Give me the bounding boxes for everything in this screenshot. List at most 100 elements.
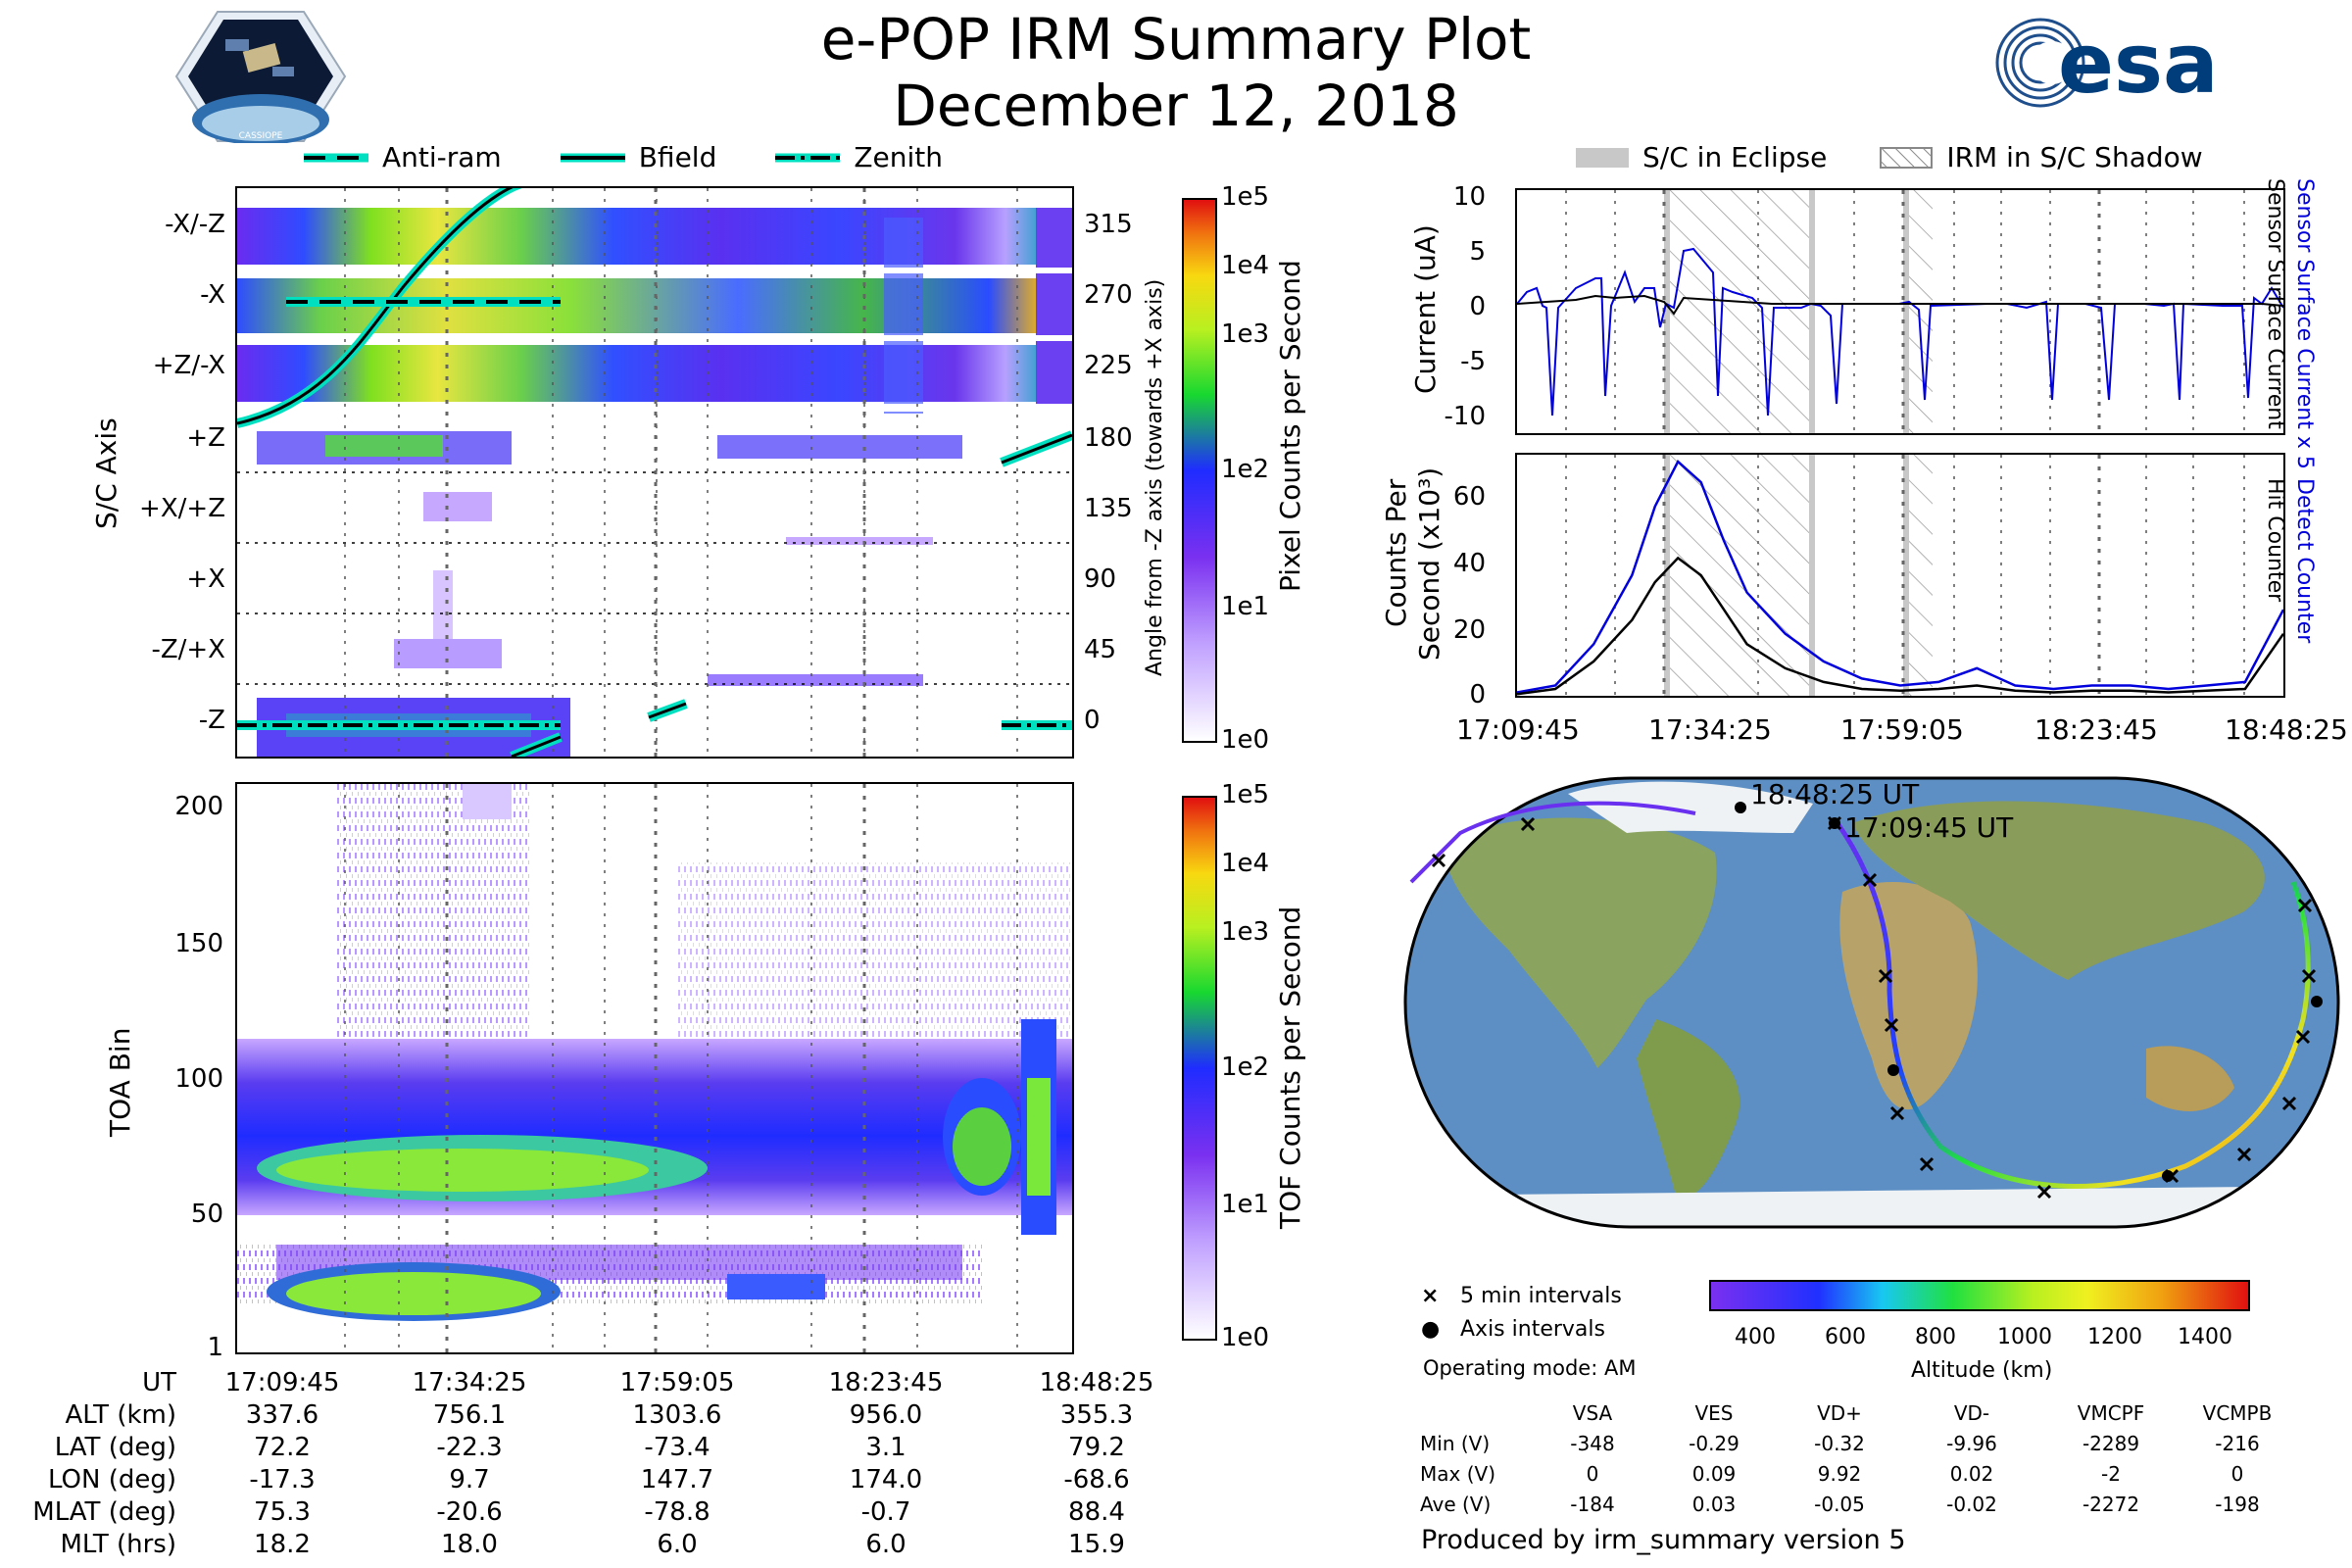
voltage-row-max: Max (V) 0 0.09 9.92 0.02 -2 0 — [1419, 1458, 2299, 1489]
geo-row-mlt: MLT (hrs) 18.2 18.0 6.0 6.0 15.9 — [10, 1528, 1203, 1560]
geo-cell: -17.3 — [249, 1464, 316, 1494]
geo-header: LAT (deg) — [54, 1432, 176, 1462]
current-ytick-m10: -10 — [1444, 402, 1486, 431]
tof-cbar-label: TOF Counts per Second — [1274, 906, 1306, 1229]
sc-axis-tick-2: +Z/-X — [152, 351, 225, 380]
geo-header: LON (deg) — [47, 1464, 176, 1494]
eclipse-legend-swatch — [1576, 147, 1629, 168]
geo-cell: 1303.6 — [632, 1399, 722, 1430]
angle-tick-7: 0 — [1084, 706, 1101, 735]
sc-axis-ylabel: S/C Axis — [90, 417, 122, 529]
v-row-label: Min (V) — [1420, 1431, 1491, 1455]
cassiope-logo-text: CASSIOPE — [239, 131, 283, 141]
sc-axis-tick-0: -X/-Z — [165, 210, 225, 239]
tof-cbar-tick-5: 1e0 — [1221, 1323, 1270, 1352]
counts-ytick-20: 20 — [1452, 615, 1486, 645]
detect-counter-line — [1517, 459, 2283, 694]
zenith-legend-line — [775, 153, 841, 162]
geo-cell: 17:34:25 — [412, 1367, 527, 1397]
v-cell: -0.02 — [1946, 1492, 1997, 1516]
geo-row-lon: LON (deg) -17.3 9.7 147.7 174.0 -68.6 — [10, 1463, 1203, 1495]
geo-cell: 17:59:05 — [619, 1367, 735, 1397]
counts-ytick-40: 40 — [1452, 549, 1486, 578]
geo-header: ALT (km) — [65, 1399, 176, 1430]
geo-cell: 18.2 — [254, 1529, 311, 1559]
v-row-label: Ave (V) — [1420, 1492, 1492, 1516]
geo-row-mlat: MLAT (deg) 75.3 -20.6 -78.8 -0.7 88.4 — [10, 1495, 1203, 1528]
tof-cbar-tick-2: 1e3 — [1221, 917, 1270, 947]
toa-ylabel: TOA Bin — [104, 1027, 136, 1137]
pixel-cbar-tick-1: 1e4 — [1221, 251, 1270, 280]
sc-axis-heatmap — [237, 188, 1072, 757]
v-cell: -216 — [2215, 1431, 2260, 1455]
counts-right-label-black: Hit Counter — [2263, 478, 2287, 603]
geo-cell: 756.1 — [432, 1399, 507, 1430]
current-ytick-5: 5 — [1469, 237, 1486, 267]
x-marker-icon: × — [1421, 1284, 1440, 1308]
counts-ytick-60: 60 — [1452, 482, 1486, 512]
sc-axis-tick-3: +Z — [186, 423, 225, 453]
sc-axis-tick-6: -Z/+X — [151, 635, 225, 664]
toa-heatmap — [237, 784, 1072, 1352]
geo-cell: 355.3 — [1059, 1399, 1134, 1430]
geo-cell: 6.0 — [657, 1529, 698, 1559]
geo-cell: 147.7 — [640, 1464, 714, 1494]
geo-cell: -78.8 — [644, 1496, 710, 1527]
orbit-start-label: 17:09:45 UT — [1844, 811, 2014, 844]
v-cell: -9.96 — [1946, 1431, 1997, 1455]
angle-tick-1: 270 — [1084, 280, 1133, 310]
pixel-cbar-tick-4: 1e1 — [1221, 592, 1270, 621]
alt-tick-600: 600 — [1825, 1325, 1866, 1349]
geo-cell: 88.4 — [1068, 1496, 1125, 1527]
angle-tick-2: 225 — [1084, 351, 1133, 380]
eclipse-legend-label: S/C in Eclipse — [1642, 141, 1828, 173]
v-header: VSA — [1572, 1400, 1613, 1425]
v-cell: -198 — [2215, 1492, 2260, 1516]
alt-tick-800: 800 — [1915, 1325, 1956, 1349]
esa-logo: esa — [1989, 14, 2274, 112]
counts-xtick-1: 17:34:25 — [1648, 713, 1772, 746]
v-cell: -348 — [1570, 1431, 1615, 1455]
sc-axis-tick-5: +X — [186, 564, 225, 594]
v-cell: -0.29 — [1689, 1431, 1740, 1455]
geo-cell: 15.9 — [1068, 1529, 1125, 1559]
v-cell: -0.05 — [1814, 1492, 1865, 1516]
current-ytick-m5: -5 — [1460, 347, 1486, 376]
geo-header: MLAT (deg) — [32, 1496, 176, 1527]
page-date: December 12, 2018 — [893, 73, 1459, 139]
left-legend: Anti-ram Bfield Zenith — [304, 141, 943, 173]
v-header: VD+ — [1817, 1400, 1862, 1425]
counts-xtick-0: 17:09:45 — [1456, 713, 1580, 746]
counts-ylabel-2: Second (x10³) — [1413, 466, 1446, 661]
cassiope-logo: CASSIOPE — [174, 10, 347, 145]
tof-colorbar — [1182, 796, 1217, 1341]
dot-marker-icon: ● — [1421, 1317, 1441, 1342]
geo-cell: 337.6 — [245, 1399, 319, 1430]
angle-tick-4: 135 — [1084, 494, 1133, 523]
geo-row-alt: ALT (km) 337.6 756.1 1303.6 956.0 355.3 — [10, 1398, 1203, 1431]
v-cell: -0.32 — [1814, 1431, 1865, 1455]
tof-cbar-tick-3: 1e2 — [1221, 1053, 1270, 1082]
toa-ytick-200: 200 — [174, 792, 223, 821]
toa-ytick-50: 50 — [190, 1200, 223, 1229]
alt-tick-1000: 1000 — [1997, 1325, 2052, 1349]
operating-mode: Operating mode: AM — [1423, 1356, 1637, 1380]
orbit-end-label: 18:48:25 UT — [1750, 778, 1920, 810]
angle-tick-3: 180 — [1084, 423, 1133, 453]
sc-axis-tick-4: +X/+Z — [139, 494, 225, 523]
sc-axis-tick-1: -X — [200, 280, 225, 310]
counts-panel — [1515, 453, 2285, 698]
alt-tick-1200: 1200 — [2087, 1325, 2142, 1349]
toa-panel — [235, 782, 1074, 1354]
angle-tick-5: 90 — [1084, 564, 1117, 594]
v-cell: -2289 — [2082, 1431, 2140, 1455]
pixel-cbar-tick-5: 1e0 — [1221, 725, 1270, 755]
geo-cell: 6.0 — [865, 1529, 906, 1559]
v-cell: -184 — [1570, 1492, 1615, 1516]
bfield-legend-line — [560, 153, 625, 162]
v-header: VMCPF — [2077, 1400, 2145, 1425]
shadow-legend-swatch — [1880, 146, 1934, 169]
angle-axis-label: Angle from -Z axis (towards +X axis) — [1143, 278, 1167, 676]
geo-cell: 9.7 — [449, 1464, 490, 1494]
hit-counter-line — [1517, 556, 2283, 696]
